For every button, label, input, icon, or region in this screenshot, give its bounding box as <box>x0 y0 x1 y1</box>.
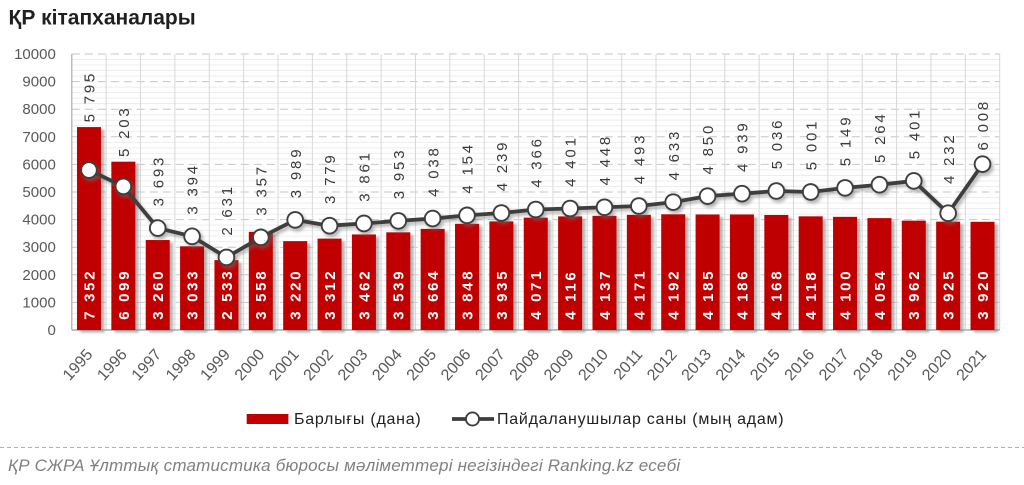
svg-text:5 149: 5 149 <box>838 115 855 167</box>
svg-text:3 962: 3 962 <box>906 269 923 320</box>
svg-text:5 795: 5 795 <box>82 71 99 123</box>
svg-text:5 036: 5 036 <box>769 118 786 170</box>
svg-text:3 920: 3 920 <box>975 269 992 320</box>
svg-text:4 239: 4 239 <box>494 140 511 192</box>
svg-text:2 631: 2 631 <box>219 184 236 236</box>
svg-text:3 312: 3 312 <box>322 269 339 320</box>
svg-text:4000: 4000 <box>22 212 55 229</box>
svg-text:7000: 7000 <box>22 129 55 146</box>
svg-text:5 264: 5 264 <box>872 111 889 163</box>
svg-text:4 100: 4 100 <box>837 269 854 320</box>
svg-text:3 539: 3 539 <box>391 269 408 320</box>
svg-text:3 033: 3 033 <box>184 269 201 320</box>
svg-text:3 357: 3 357 <box>253 164 270 216</box>
svg-text:4 850: 4 850 <box>700 123 717 175</box>
svg-text:4 232: 4 232 <box>941 132 958 184</box>
svg-text:4 154: 4 154 <box>460 142 477 194</box>
svg-text:4 137: 4 137 <box>597 269 614 320</box>
svg-text:4 054: 4 054 <box>872 269 889 320</box>
svg-text:3 989: 3 989 <box>288 147 305 199</box>
svg-text:7 352: 7 352 <box>81 269 98 320</box>
svg-text:9000: 9000 <box>22 74 55 91</box>
svg-text:2 533: 2 533 <box>219 269 236 320</box>
svg-text:6 008: 6 008 <box>975 99 992 151</box>
svg-text:10000: 10000 <box>14 46 56 63</box>
svg-text:4 939: 4 939 <box>735 120 752 172</box>
svg-text:3 664: 3 664 <box>425 269 442 320</box>
svg-text:4 493: 4 493 <box>631 133 648 185</box>
svg-text:4 448: 4 448 <box>597 134 614 186</box>
svg-text:3 394: 3 394 <box>185 163 202 215</box>
svg-text:3 462: 3 462 <box>356 269 373 320</box>
svg-text:Барлығы (дана): Барлығы (дана) <box>294 411 422 428</box>
svg-text:4 633: 4 633 <box>666 129 683 181</box>
svg-text:3 220: 3 220 <box>288 269 305 320</box>
svg-text:4 186: 4 186 <box>734 269 751 320</box>
svg-text:4 366: 4 366 <box>528 136 545 188</box>
svg-text:1000: 1000 <box>22 294 55 311</box>
svg-text:4 071: 4 071 <box>528 269 545 320</box>
svg-text:4 168: 4 168 <box>769 269 786 320</box>
svg-text:4 185: 4 185 <box>700 269 717 320</box>
svg-text:4 116: 4 116 <box>563 270 580 320</box>
svg-text:5 401: 5 401 <box>906 108 923 160</box>
svg-text:3 260: 3 260 <box>150 269 167 320</box>
svg-text:3 848: 3 848 <box>459 269 476 320</box>
svg-text:8000: 8000 <box>22 101 55 118</box>
svg-text:3 953: 3 953 <box>391 148 408 200</box>
svg-text:4 401: 4 401 <box>563 135 580 187</box>
svg-text:4 118: 4 118 <box>803 270 820 320</box>
svg-text:0: 0 <box>47 322 55 339</box>
svg-text:ҚР СЖРА Ұлттық статистика бюро: ҚР СЖРА Ұлттық статистика бюросы мәлімет… <box>8 456 681 475</box>
svg-text:6 099: 6 099 <box>116 269 133 320</box>
svg-text:ҚР кітапханалары: ҚР кітапханалары <box>9 7 196 30</box>
svg-text:3 861: 3 861 <box>357 150 374 202</box>
svg-text:4 171: 4 171 <box>631 269 648 320</box>
svg-text:3 779: 3 779 <box>322 152 339 204</box>
svg-text:Пайдаланушылар саны (мың адам): Пайдаланушылар саны (мың адам) <box>497 411 784 428</box>
svg-text:2000: 2000 <box>22 267 55 284</box>
svg-text:3 925: 3 925 <box>941 269 958 320</box>
svg-text:3000: 3000 <box>22 239 55 256</box>
svg-text:5 001: 5 001 <box>803 119 820 171</box>
svg-text:6000: 6000 <box>22 156 55 173</box>
svg-text:5 203: 5 203 <box>116 105 133 157</box>
svg-text:3 935: 3 935 <box>494 269 511 320</box>
svg-text:3 693: 3 693 <box>150 155 167 207</box>
svg-text:3 558: 3 558 <box>253 269 270 320</box>
svg-text:5000: 5000 <box>22 184 55 201</box>
svg-text:4 192: 4 192 <box>666 269 683 320</box>
svg-text:4 038: 4 038 <box>425 145 442 197</box>
